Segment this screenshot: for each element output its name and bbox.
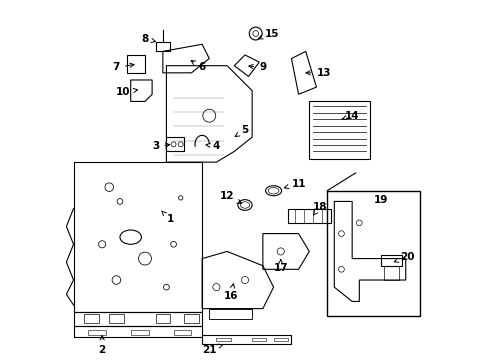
Text: 16: 16 [223, 284, 238, 301]
Text: 20: 20 [394, 252, 415, 262]
Text: 8: 8 [141, 34, 155, 44]
Bar [273, 338, 288, 342]
Bar [173, 330, 192, 336]
Bar [109, 314, 123, 323]
Bar [252, 338, 267, 342]
Bar [381, 255, 402, 266]
Text: 15: 15 [259, 28, 279, 39]
Bar [202, 336, 292, 344]
Bar [288, 208, 331, 223]
Text: 1: 1 [162, 211, 173, 224]
Text: 6: 6 [191, 60, 206, 72]
Text: 21: 21 [202, 344, 222, 355]
Text: 3: 3 [152, 141, 170, 151]
Bar [167, 137, 184, 152]
Text: 7: 7 [113, 63, 134, 72]
Text: 10: 10 [116, 87, 138, 98]
Text: 5: 5 [235, 125, 248, 136]
Text: 17: 17 [273, 260, 288, 273]
Text: 18: 18 [313, 202, 327, 215]
Text: 12: 12 [220, 191, 242, 203]
Bar [156, 42, 170, 51]
Bar [309, 102, 370, 158]
Text: 13: 13 [306, 68, 331, 78]
Text: 14: 14 [342, 111, 360, 121]
Bar [131, 330, 148, 336]
Text: 2: 2 [98, 336, 106, 355]
Bar [217, 338, 231, 342]
Text: 9: 9 [249, 63, 267, 72]
Text: 4: 4 [206, 141, 220, 151]
Text: 19: 19 [373, 195, 388, 204]
Bar [156, 314, 170, 323]
Bar [327, 191, 420, 316]
Bar [384, 266, 398, 280]
Bar [88, 330, 106, 336]
Bar [184, 314, 198, 323]
Bar [84, 314, 98, 323]
Text: 11: 11 [284, 179, 306, 189]
